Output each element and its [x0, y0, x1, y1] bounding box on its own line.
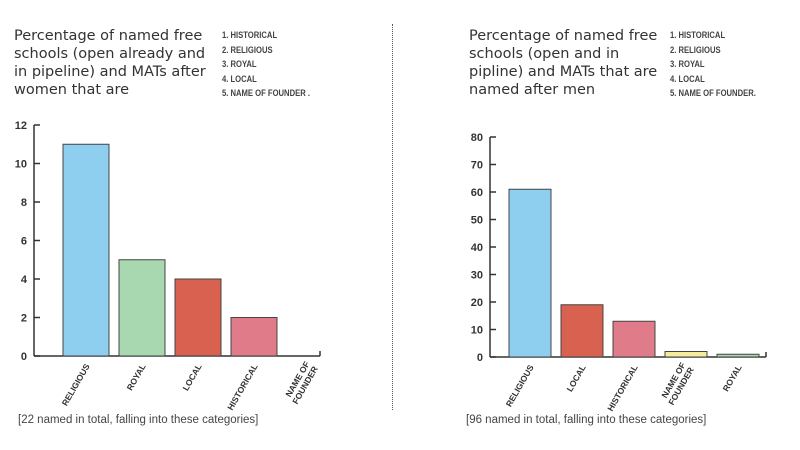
x-category-label-line: RELIGIOUS: [60, 362, 92, 408]
y-tick-label: 12: [15, 120, 27, 132]
x-category-label: ROYAL: [125, 362, 148, 392]
chart-title-line: Percentage of named free: [14, 28, 203, 44]
bar-chart-women: 0 2 4 6 8 10 12 RELIGIOUS ROYAL LOCAL HISTORICAL NA…: [15, 120, 321, 412]
y-tick-label: 6: [21, 236, 27, 248]
bar-name-of-founder: [664, 351, 708, 358]
x-category-label: LOCAL: [180, 362, 203, 392]
x-category-label: LOCAL: [564, 363, 587, 393]
y-tick-label: 8: [21, 197, 27, 209]
x-category-label-line: ROYAL: [125, 362, 148, 392]
y-tick-label: 10: [15, 159, 27, 171]
x-category-label: NAME OFFOUNDER: [658, 361, 696, 407]
bar-historical: [612, 320, 656, 358]
category-list-women: 1. HISTORICAL 2. RELIGIOUS 3. ROYAL 4. L…: [222, 28, 310, 101]
bar-royal: [716, 353, 760, 358]
y-tick-label: 50: [471, 215, 483, 227]
bar-local: [174, 278, 222, 357]
bar-royal: [118, 259, 166, 357]
chart-title-line: women that are: [14, 82, 130, 98]
y-tick-label: 70: [471, 160, 483, 172]
category-list-item: 4. LOCAL: [670, 73, 705, 84]
category-list-item: 3. ROYAL: [670, 59, 705, 69]
x-category-label-line: LOCAL: [564, 363, 587, 393]
category-list-item: 1. HISTORICAL: [222, 30, 278, 40]
category-list-men: 1. HISTORICAL 2. RELIGIOUS 3. ROYAL 4. L…: [670, 28, 756, 101]
y-tick-label: 40: [471, 242, 483, 254]
x-category-label-line: RELIGIOUS: [504, 363, 536, 409]
panel-divider: [392, 24, 393, 410]
bar-chart-men: 0 10 20 30 40 50 60 70 80 RELIGIOUS LOCAL HISTORICA…: [471, 132, 767, 413]
chart-title-line: pipline) and MATs that are: [469, 64, 658, 80]
chart-title-line: in pipeline) and MATs after: [14, 64, 206, 80]
chart-title-women: Percentage of named free schools (open a…: [14, 27, 206, 99]
chart-panel-women: Percentage of named free schools (open a…: [0, 0, 392, 450]
chart-panel-men: Percentage of named free schools (open a…: [394, 0, 800, 450]
footnote-women: [22 named in total, falling into these c…: [18, 414, 259, 426]
x-category-label: RELIGIOUS: [60, 362, 92, 408]
y-tick-label: 80: [471, 132, 483, 144]
category-list-item: 1. HISTORICAL: [670, 30, 726, 40]
y-tick-label: 10: [471, 325, 483, 337]
y-tick-label: 20: [471, 297, 483, 309]
x-category-label-line: ROYAL: [721, 363, 744, 393]
chart-title-line: Percentage of named free: [469, 28, 658, 44]
bar-religious: [62, 143, 110, 357]
bar-historical: [230, 317, 278, 357]
chart-title-line: schools (open and in: [469, 46, 620, 62]
y-tick-label: 60: [471, 187, 483, 199]
category-list-item: 2. RELIGIOUS: [670, 44, 721, 55]
category-list-item: 2. RELIGIOUS: [222, 44, 273, 55]
chart-title-line: schools (open already and: [14, 46, 206, 62]
x-category-label: RELIGIOUS: [504, 363, 536, 409]
category-list-item: 4. LOCAL: [222, 73, 257, 84]
y-tick-label: 4: [21, 274, 28, 286]
category-list-item: 3. ROYAL: [222, 59, 257, 69]
category-list-item: 5. NAME OF FOUNDER.: [670, 88, 756, 98]
footnote-men: [96 named in total, falling into these c…: [466, 414, 707, 426]
x-category-label-line: LOCAL: [180, 362, 203, 392]
x-category-label-line: HISTORICAL: [605, 363, 640, 413]
chart-title-line: named after men: [469, 82, 596, 98]
category-list-item: 5. NAME OF FOUNDER .: [222, 88, 310, 98]
y-tick-label: 2: [21, 313, 27, 325]
x-category-label: HISTORICAL: [605, 363, 640, 413]
bar-local: [560, 304, 604, 358]
x-category-label-line: HISTORICAL: [225, 362, 260, 412]
chart-title-men: Percentage of named free schools (open a…: [469, 27, 657, 99]
x-category-label: HISTORICAL: [225, 362, 260, 412]
y-tick-label: 0: [477, 352, 483, 364]
y-tick-label: 30: [471, 270, 483, 282]
y-tick-label: 0: [21, 351, 27, 363]
x-category-label: NAME OFFOUNDER: [282, 360, 320, 406]
x-category-label: ROYAL: [721, 363, 744, 393]
bar-religious: [508, 188, 552, 358]
